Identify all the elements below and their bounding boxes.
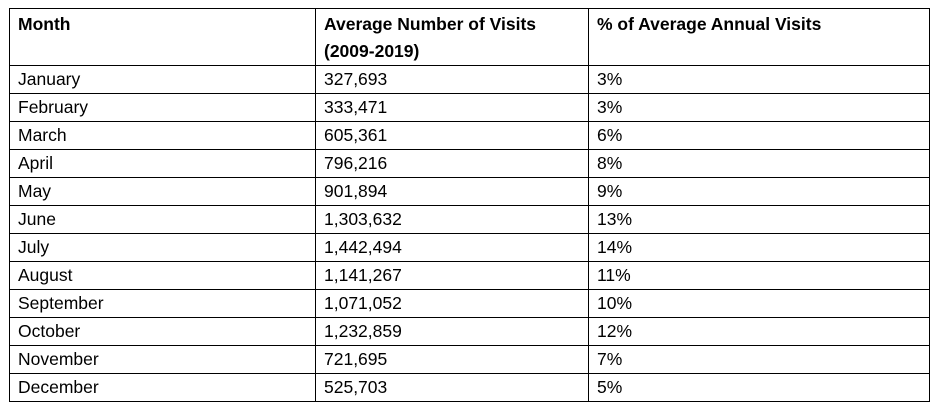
cell-visits: 721,695 [315, 345, 589, 374]
table-row: December 525,703 5% [9, 373, 930, 402]
cell-percent: 14% [588, 233, 930, 262]
cell-month: October [9, 317, 316, 346]
cell-percent: 11% [588, 261, 930, 290]
cell-month: June [9, 205, 316, 234]
cell-month: April [9, 149, 316, 178]
table-row: August 1,141,267 11% [9, 261, 930, 290]
cell-percent: 5% [588, 373, 930, 402]
cell-visits: 1,303,632 [315, 205, 589, 234]
table-row: June 1,303,632 13% [9, 205, 930, 234]
cell-visits: 1,442,494 [315, 233, 589, 262]
cell-month: February [9, 93, 316, 122]
table-row: May 901,894 9% [9, 177, 930, 206]
table-row: September 1,071,052 10% [9, 289, 930, 318]
cell-month: August [9, 261, 316, 290]
table-row: November 721,695 7% [9, 345, 930, 374]
cell-visits: 605,361 [315, 121, 589, 150]
cell-visits: 1,071,052 [315, 289, 589, 318]
cell-percent: 8% [588, 149, 930, 178]
cell-percent: 6% [588, 121, 930, 150]
header-average-visits: Average Number of Visits (2009-2019) [315, 8, 589, 66]
cell-percent: 9% [588, 177, 930, 206]
table-row: March 605,361 6% [9, 121, 930, 150]
table-row: April 796,216 8% [9, 149, 930, 178]
table-row: July 1,442,494 14% [9, 233, 930, 262]
cell-month: July [9, 233, 316, 262]
monthly-visits-table: Month Average Number of Visits (2009-201… [9, 8, 930, 402]
cell-visits: 901,894 [315, 177, 589, 206]
cell-percent: 7% [588, 345, 930, 374]
cell-month: November [9, 345, 316, 374]
header-average-visits-line1: Average Number of Visits [324, 14, 537, 34]
cell-visits: 1,141,267 [315, 261, 589, 290]
header-month: Month [9, 8, 316, 66]
table-header-row: Month Average Number of Visits (2009-201… [9, 8, 930, 66]
cell-percent: 12% [588, 317, 930, 346]
cell-month: September [9, 289, 316, 318]
cell-percent: 10% [588, 289, 930, 318]
header-percent-annual-visits: % of Average Annual Visits [588, 8, 930, 66]
cell-percent: 3% [588, 65, 930, 94]
cell-visits: 525,703 [315, 373, 589, 402]
cell-visits: 796,216 [315, 149, 589, 178]
table-row: October 1,232,859 12% [9, 317, 930, 346]
cell-month: January [9, 65, 316, 94]
cell-visits: 1,232,859 [315, 317, 589, 346]
table-row: February 333,471 3% [9, 93, 930, 122]
header-average-visits-line2: (2009-2019) [324, 41, 420, 61]
table-row: January 327,693 3% [9, 65, 930, 94]
cell-percent: 3% [588, 93, 930, 122]
cell-percent: 13% [588, 205, 930, 234]
cell-visits: 333,471 [315, 93, 589, 122]
cell-month: March [9, 121, 316, 150]
cell-visits: 327,693 [315, 65, 589, 94]
cell-month: May [9, 177, 316, 206]
cell-month: December [9, 373, 316, 402]
